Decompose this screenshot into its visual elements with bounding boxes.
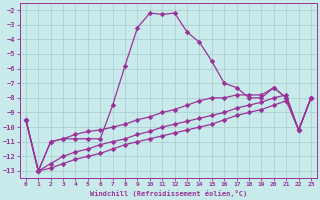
- X-axis label: Windchill (Refroidissement éolien,°C): Windchill (Refroidissement éolien,°C): [90, 190, 247, 197]
